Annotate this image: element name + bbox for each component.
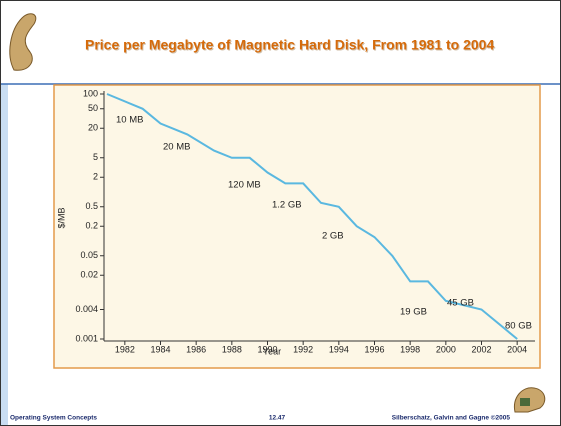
annotation: 1.2 GB <box>272 200 302 211</box>
title-shadow: Price per Megabyte of Magnetic Hard Disk… <box>86 38 495 54</box>
x-tick-label: 1992 <box>293 344 313 354</box>
y-tick-label: 100 <box>83 88 98 98</box>
x-tick-label: 1988 <box>222 344 242 354</box>
annotation: 19 GB <box>400 307 427 318</box>
data-line <box>106 93 518 340</box>
annotation: 45 GB <box>447 298 474 309</box>
annotation: 20 MB <box>163 142 190 153</box>
annotation: 80 GB <box>505 321 532 332</box>
footer-left: Operating System Concepts <box>10 415 97 422</box>
chart-frame <box>53 84 541 369</box>
x-tick-label: 1984 <box>150 344 170 354</box>
plot: 100 50 20 5 2 0.5 0.2 0.05 0.02 0.004 0.001 1982 198… <box>75 88 535 354</box>
x-tick-label: 1982 <box>115 344 135 354</box>
annotation: 10 MB <box>116 115 143 126</box>
x-tick-label: 1990 <box>257 344 277 354</box>
logo-top <box>9 13 37 71</box>
x-tick-label: 2002 <box>471 344 491 354</box>
x-tick-label: 1994 <box>329 344 349 354</box>
left-band <box>1 84 8 425</box>
y-tick-label: 20 <box>88 123 98 133</box>
y-axis-label: $/MB <box>56 207 66 228</box>
y-tick-label: 0.2 <box>85 221 98 231</box>
x-tick-label: 2000 <box>436 344 456 354</box>
y-tick-label: 50 <box>88 103 98 113</box>
y-tick-label: 0.02 <box>80 270 98 280</box>
y-tick-label: 0.001 <box>75 333 98 343</box>
footer-right: Silberschatz, Galvin and Gagne ©2005 <box>392 414 511 422</box>
x-tick-label: 1986 <box>186 344 206 354</box>
footer-center: 12.47 <box>269 415 286 422</box>
annotation: 120 MB <box>228 180 261 191</box>
y-tick-label: 5 <box>93 152 98 162</box>
y-tick-label: 0.05 <box>80 250 98 260</box>
y-tick-label: 0.5 <box>85 201 98 211</box>
x-tick-label: 1996 <box>364 344 384 354</box>
x-axis-label: Year <box>263 346 281 356</box>
chart-title: Price per Megabyte of Magnetic Hard Disk… <box>85 37 494 53</box>
x-tick-label: 2004 <box>507 344 527 354</box>
annotation: 2 GB <box>322 231 344 242</box>
y-tick-label: 2 <box>93 172 98 182</box>
logo-bottom <box>513 387 546 413</box>
logo-screen <box>520 398 530 406</box>
x-tick-label: 1998 <box>400 344 420 354</box>
y-tick-label: 0.004 <box>75 304 98 314</box>
